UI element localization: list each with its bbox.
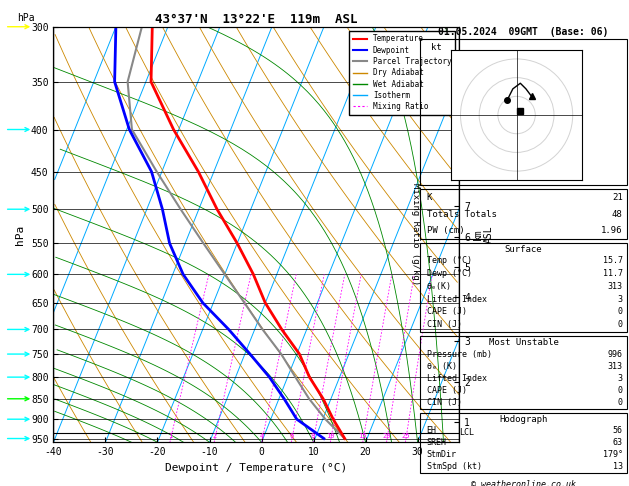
Text: 6: 6 — [289, 433, 293, 439]
Text: SREH: SREH — [426, 438, 447, 448]
Title: 43°37'N  13°22'E  119m  ASL: 43°37'N 13°22'E 119m ASL — [155, 13, 357, 26]
Text: CIN (J): CIN (J) — [426, 398, 462, 407]
Text: Lifted Index: Lifted Index — [426, 374, 487, 382]
Text: 56: 56 — [613, 427, 623, 435]
Text: 15.7: 15.7 — [603, 256, 623, 265]
Bar — [420, 243, 627, 332]
Text: LCL: LCL — [459, 428, 474, 437]
Text: PW (cm): PW (cm) — [426, 226, 464, 235]
Text: Totals Totals: Totals Totals — [426, 209, 496, 219]
Text: 179°: 179° — [603, 451, 623, 459]
Text: 3: 3 — [618, 374, 623, 382]
Text: 1: 1 — [168, 433, 172, 439]
Text: Temp (°C): Temp (°C) — [426, 256, 472, 265]
Text: StmDir: StmDir — [426, 451, 457, 459]
Text: 2: 2 — [212, 433, 216, 439]
Text: θₑ(K): θₑ(K) — [426, 282, 452, 291]
Text: Most Unstable: Most Unstable — [489, 338, 559, 347]
Text: StmSpd (kt): StmSpd (kt) — [426, 462, 482, 471]
Text: 15: 15 — [359, 433, 367, 439]
Text: 0: 0 — [618, 386, 623, 395]
Bar — [420, 336, 627, 409]
Text: CAPE (J): CAPE (J) — [426, 386, 467, 395]
Text: 0: 0 — [618, 307, 623, 316]
Text: CAPE (J): CAPE (J) — [426, 307, 467, 316]
Text: 0: 0 — [618, 320, 623, 329]
Text: Lifted Index: Lifted Index — [426, 295, 487, 304]
Y-axis label: hPa: hPa — [16, 225, 25, 244]
Text: Pressure (mb): Pressure (mb) — [426, 349, 492, 359]
Text: θₑ (K): θₑ (K) — [426, 362, 457, 371]
Text: 10: 10 — [326, 433, 335, 439]
Text: 21: 21 — [612, 193, 623, 202]
Text: EH: EH — [426, 427, 437, 435]
Text: Mixing Ratio (g/kg): Mixing Ratio (g/kg) — [411, 183, 420, 286]
Text: 1.96: 1.96 — [601, 226, 623, 235]
X-axis label: Dewpoint / Temperature (°C): Dewpoint / Temperature (°C) — [165, 463, 347, 473]
Text: 313: 313 — [608, 282, 623, 291]
Bar — [420, 189, 627, 239]
Text: 63: 63 — [613, 438, 623, 448]
Text: © weatheronline.co.uk: © weatheronline.co.uk — [471, 480, 576, 486]
Bar — [420, 413, 627, 473]
Text: 13: 13 — [613, 462, 623, 471]
Text: 20: 20 — [382, 433, 391, 439]
Text: CIN (J): CIN (J) — [426, 320, 462, 329]
Text: K: K — [426, 193, 432, 202]
Text: 996: 996 — [608, 349, 623, 359]
Legend: Temperature, Dewpoint, Parcel Trajectory, Dry Adiabat, Wet Adiabat, Isotherm, Mi: Temperature, Dewpoint, Parcel Trajectory… — [349, 31, 455, 115]
Text: 11.7: 11.7 — [603, 269, 623, 278]
Text: 4: 4 — [260, 433, 264, 439]
Text: 01.05.2024  09GMT  (Base: 06): 01.05.2024 09GMT (Base: 06) — [438, 27, 609, 37]
Text: Surface: Surface — [505, 245, 542, 254]
Text: 313: 313 — [608, 362, 623, 371]
Y-axis label: km
ASL: km ASL — [472, 226, 494, 243]
Text: 0: 0 — [618, 398, 623, 407]
Text: kt: kt — [431, 43, 442, 52]
Text: 8: 8 — [311, 433, 315, 439]
Text: 3: 3 — [618, 295, 623, 304]
Text: Hodograph: Hodograph — [499, 415, 548, 424]
Text: 48: 48 — [612, 209, 623, 219]
Text: Dewp (°C): Dewp (°C) — [426, 269, 472, 278]
Text: hPa: hPa — [17, 13, 35, 22]
Bar — [420, 39, 627, 185]
Text: 25: 25 — [401, 433, 409, 439]
